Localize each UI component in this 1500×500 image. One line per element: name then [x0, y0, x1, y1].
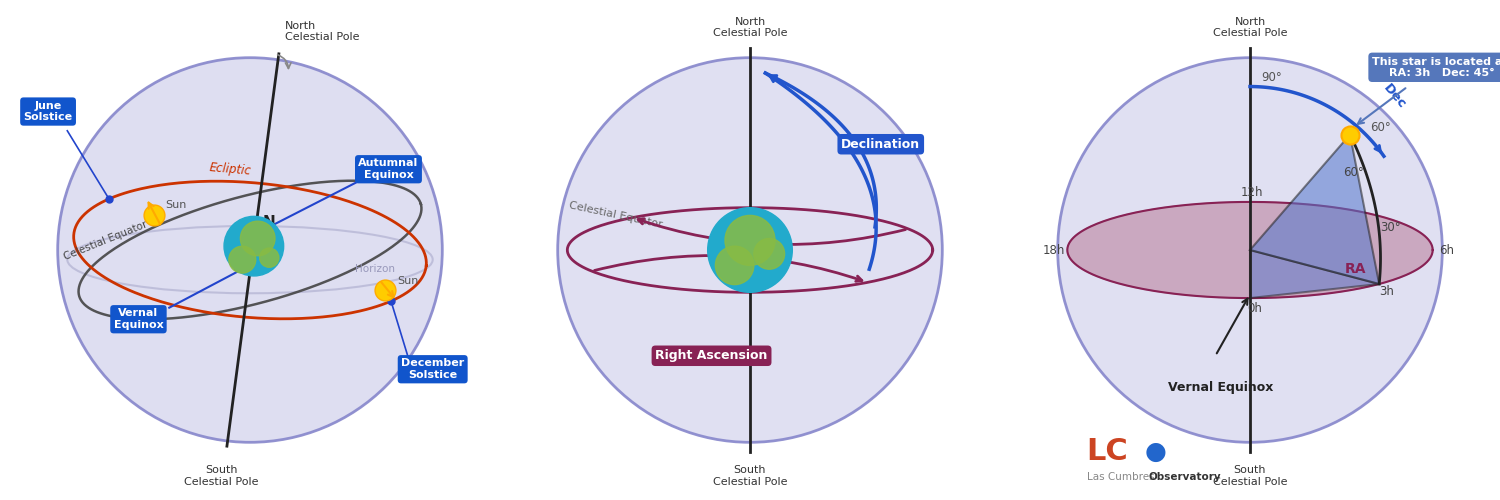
Text: Observatory: Observatory: [1148, 472, 1221, 482]
Circle shape: [57, 58, 442, 442]
Circle shape: [716, 246, 754, 284]
Text: North
Celestial Pole: North Celestial Pole: [712, 17, 788, 38]
Circle shape: [1058, 58, 1443, 442]
Polygon shape: [1250, 134, 1378, 284]
Text: Sun: Sun: [398, 276, 418, 286]
Text: 60°: 60°: [1371, 121, 1390, 134]
Text: Horizon: Horizon: [356, 264, 395, 274]
Text: Las Cumbres: Las Cumbres: [1086, 472, 1154, 482]
Polygon shape: [1250, 250, 1378, 298]
Text: 90°: 90°: [1262, 71, 1282, 84]
Circle shape: [708, 208, 792, 292]
Text: 6h: 6h: [1438, 244, 1454, 256]
Text: South
Celestial Pole: South Celestial Pole: [184, 466, 258, 487]
Circle shape: [724, 216, 776, 266]
Circle shape: [224, 216, 284, 276]
Text: South
Celestial Pole: South Celestial Pole: [712, 466, 788, 487]
Text: Celestial Equator: Celestial Equator: [568, 200, 663, 230]
Text: Autumnal
Equinox: Autumnal Equinox: [358, 158, 419, 180]
Text: LC: LC: [1086, 438, 1128, 466]
Text: 12h: 12h: [1240, 186, 1263, 199]
Text: This star is located at:
RA: 3h   Dec: 45°: This star is located at: RA: 3h Dec: 45°: [1372, 56, 1500, 78]
Text: 0h: 0h: [1248, 302, 1262, 315]
Text: RA: RA: [1346, 262, 1366, 276]
Text: ●: ●: [1144, 440, 1166, 464]
Text: N: N: [262, 215, 276, 230]
Circle shape: [240, 221, 274, 256]
Text: S: S: [232, 259, 244, 274]
Text: 3h: 3h: [1380, 285, 1395, 298]
Text: 30°: 30°: [1380, 220, 1401, 234]
Text: Sun: Sun: [165, 200, 188, 209]
Circle shape: [558, 58, 942, 442]
Text: Dec: Dec: [1380, 82, 1408, 111]
Text: South
Celestial Pole: South Celestial Pole: [1212, 466, 1287, 487]
Text: Vernal
Equinox: Vernal Equinox: [114, 308, 164, 330]
Circle shape: [230, 246, 256, 273]
Circle shape: [754, 238, 784, 269]
Text: 60°: 60°: [1344, 166, 1364, 179]
Text: Celestial Equator: Celestial Equator: [63, 219, 148, 262]
Text: North
Celestial Pole: North Celestial Pole: [285, 20, 358, 42]
Text: December
Solstice: December Solstice: [400, 358, 465, 380]
Text: North
Celestial Pole: North Celestial Pole: [1212, 17, 1287, 38]
Text: Right Ascension: Right Ascension: [656, 350, 768, 362]
Circle shape: [260, 248, 279, 268]
Text: Vernal Equinox: Vernal Equinox: [1168, 381, 1274, 394]
Polygon shape: [1068, 202, 1432, 298]
Text: Declination: Declination: [842, 138, 921, 150]
Text: 18h: 18h: [1042, 244, 1065, 256]
Text: June
Solstice: June Solstice: [24, 100, 72, 122]
Text: Ecliptic: Ecliptic: [209, 161, 252, 178]
